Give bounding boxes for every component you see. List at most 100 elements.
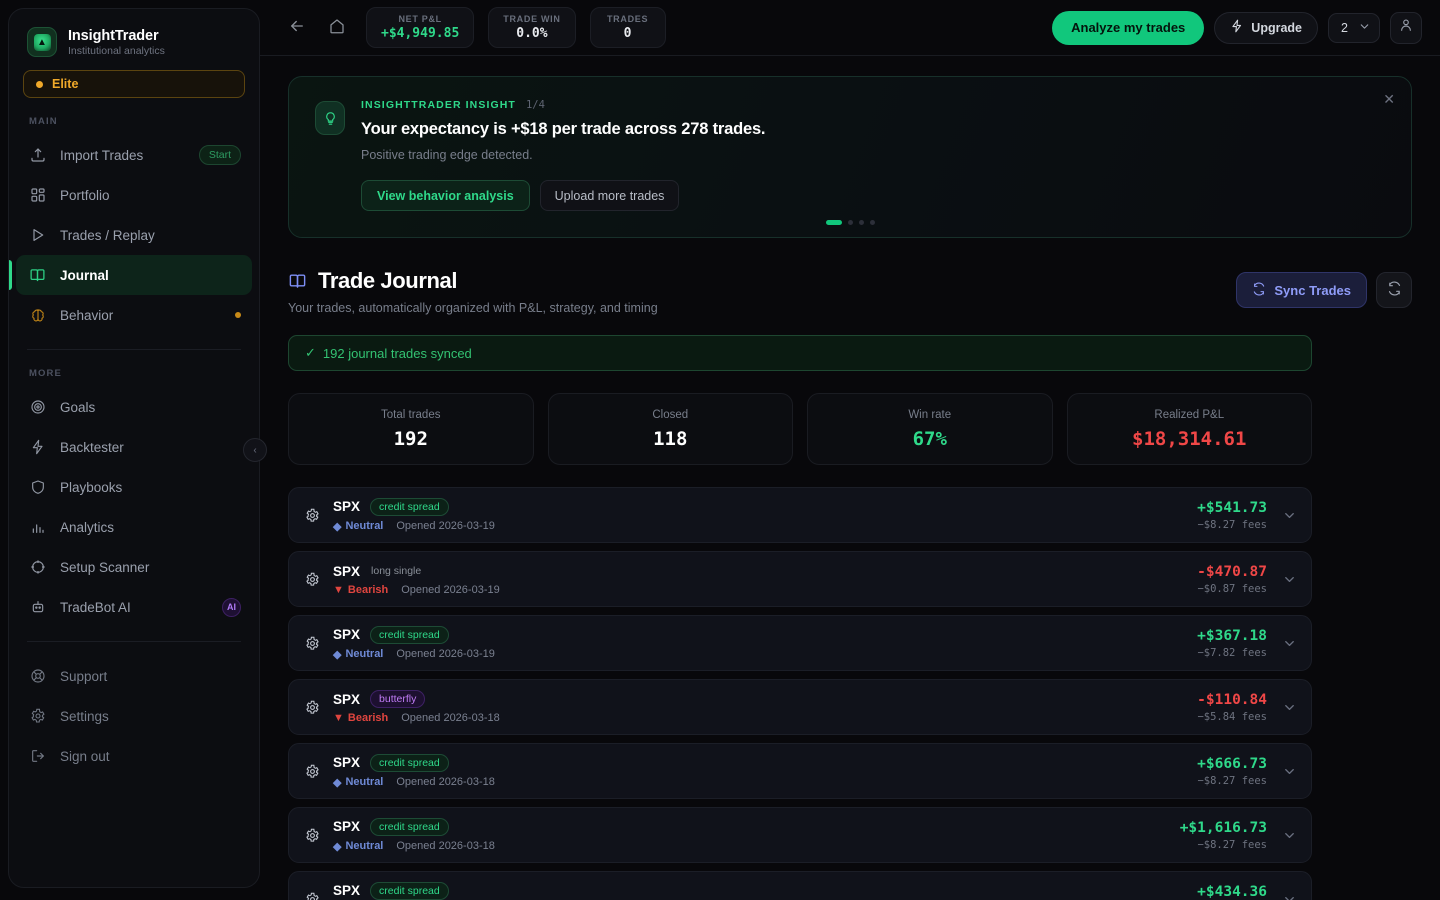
bias-marker-icon: ◆ [333, 520, 342, 533]
chevron-down-icon[interactable] [1279, 572, 1297, 587]
stat-chip-trade-win: TRADE WIN 0.0% [488, 7, 576, 48]
sidebar-item-goals[interactable]: Goals [16, 387, 252, 427]
trade-opened-date: Opened 2026-03-19 [396, 648, 495, 660]
stat-card-value: $18,314.61 [1132, 427, 1247, 450]
gear-icon[interactable] [305, 828, 321, 843]
journal-stat-cards: Total trades 192 Closed 118 Win rate 67%… [288, 393, 1312, 465]
sidebar-item-behavior[interactable]: Behavior [16, 295, 252, 335]
bolt-icon [1230, 19, 1244, 36]
trade-row-primary: SPX credit spread [333, 625, 1185, 644]
chevron-down-icon[interactable] [1279, 508, 1297, 523]
chevron-down-icon[interactable] [1279, 636, 1297, 651]
trade-row-values: +$541.73 −$8.27 fees [1197, 500, 1267, 531]
sidebar-item-setup-scanner[interactable]: Setup Scanner [16, 547, 252, 587]
sidebar: ▲ InsightTrader Institutional analytics … [8, 8, 260, 888]
trade-strategy-badge: butterfly [370, 690, 426, 708]
sidebar-item-label: Backtester [60, 439, 124, 455]
plan-label: Elite [52, 77, 79, 91]
sidebar-item-journal[interactable]: Journal [9, 255, 252, 295]
chevron-down-icon[interactable] [1279, 700, 1297, 715]
upgrade-button[interactable]: Upgrade [1214, 11, 1318, 44]
sidebar-item-import-trades[interactable]: Import Trades Start [16, 135, 252, 175]
insight-close-button[interactable]: ✕ [1383, 91, 1395, 108]
insight-subline: Positive trading edge detected. [361, 148, 533, 162]
upgrade-label: Upgrade [1251, 20, 1302, 35]
plan-badge-elite[interactable]: Elite [23, 70, 245, 98]
back-button[interactable] [282, 13, 312, 43]
carousel-dot[interactable] [858, 220, 864, 225]
sidebar-item-portfolio[interactable]: Portfolio [16, 175, 252, 215]
robot-icon [29, 599, 46, 616]
sidebar-item-label: Support [60, 668, 108, 684]
stat-value: 0.0% [516, 26, 548, 41]
gear-icon[interactable] [305, 572, 321, 587]
gear-icon[interactable] [305, 892, 321, 900]
section-label-more: MORE [29, 368, 62, 379]
gear-icon[interactable] [305, 636, 321, 651]
gear-icon[interactable] [305, 508, 321, 523]
sync-status-banner: ✓ 192 journal trades synced [288, 335, 1312, 371]
refresh-button[interactable] [1376, 272, 1412, 308]
upload-more-trades-button[interactable]: Upload more trades [539, 180, 680, 211]
sidebar-collapse-toggle[interactable]: ‹ [243, 438, 267, 462]
sync-trades-button[interactable]: Sync Trades [1236, 272, 1367, 308]
stat-card-key: Total trades [381, 408, 441, 421]
upload-icon [29, 147, 46, 164]
user-avatar-button[interactable] [1390, 11, 1422, 44]
trade-strategy-badge: credit spread [370, 625, 449, 644]
trade-row-primary: SPX butterfly [333, 690, 1185, 708]
trade-row[interactable]: SPX butterfly ▼ Bearish Opened 2026-03-18 -$1… [288, 679, 1312, 735]
chevron-down-icon[interactable] [1279, 764, 1297, 779]
gear-icon[interactable] [305, 700, 321, 715]
notification-dot-icon [235, 312, 241, 318]
carousel-dot[interactable] [869, 220, 875, 225]
sidebar-item-label: Trades / Replay [60, 227, 155, 243]
sidebar-item-analytics[interactable]: Analytics [16, 507, 252, 547]
sidebar-item-tradebot-ai[interactable]: TradeBot AI AI [16, 587, 252, 627]
trade-bias: ◆ Neutral [333, 776, 383, 789]
bolt-icon [29, 439, 46, 456]
view-behavior-analysis-button[interactable]: View behavior analysis [361, 180, 530, 211]
page-title-row: Trade Journal [288, 268, 1236, 294]
account-select[interactable]: 2 [1328, 12, 1380, 43]
carousel-dot-active[interactable] [825, 220, 842, 225]
sidebar-item-backtester[interactable]: Backtester [16, 427, 252, 467]
carousel-dot[interactable] [847, 220, 853, 225]
brand-name: InsightTrader [68, 27, 159, 44]
sidebar-item-sign-out[interactable]: Sign out [16, 736, 252, 776]
brand[interactable]: ▲ InsightTrader Institutional analytics [9, 9, 259, 57]
sidebar-item-settings[interactable]: Settings [16, 696, 252, 736]
insight-banner: INSIGHTTRADER INSIGHT 1/4 Your expectanc… [288, 76, 1412, 238]
trade-list: SPX credit spread ◆ Neutral Opened 2026-03-1… [288, 487, 1312, 900]
stat-card-closed: Closed 118 [547, 393, 793, 465]
lightbulb-icon [315, 101, 345, 135]
chevron-down-icon[interactable] [1279, 892, 1297, 900]
gear-icon[interactable] [305, 764, 321, 779]
sidebar-item-support[interactable]: Support [16, 656, 252, 696]
home-button[interactable] [322, 13, 352, 43]
analyze-my-trades-button[interactable]: Analyze my trades [1052, 10, 1205, 45]
stat-card-realized-pnl: Realized P&L $18,314.61 [1066, 393, 1312, 465]
trade-row[interactable]: SPX long single ▼ Bearish Opened 2026-03-19 -… [288, 551, 1312, 607]
sidebar-item-playbooks[interactable]: Playbooks [16, 467, 252, 507]
sidebar-item-trades-replay[interactable]: Trades / Replay [16, 215, 252, 255]
trade-strategy-badge: long single [371, 565, 422, 577]
stat-chip-net-pnl: NET P&L +$4,949.85 [366, 7, 475, 48]
trade-fees: −$8.27 fees [1197, 838, 1267, 851]
trade-opened-date: Opened 2026-03-18 [396, 776, 495, 788]
trade-row-values: +$1,616.73 −$8.27 fees [1180, 820, 1267, 851]
trade-fees: −$8.27 fees [1197, 774, 1267, 787]
main-scroll-area[interactable]: INSIGHTTRADER INSIGHT 1/4 Your expectanc… [260, 56, 1440, 900]
trade-symbol: SPX [333, 627, 361, 642]
chevron-down-icon[interactable] [1279, 828, 1297, 843]
insight-counter: 1/4 [525, 99, 545, 111]
trade-opened-date: Opened 2026-03-19 [401, 584, 500, 596]
journal-header: Trade Journal Your trades, automatically… [288, 268, 1412, 315]
sidebar-item-label: Analytics [60, 519, 115, 535]
